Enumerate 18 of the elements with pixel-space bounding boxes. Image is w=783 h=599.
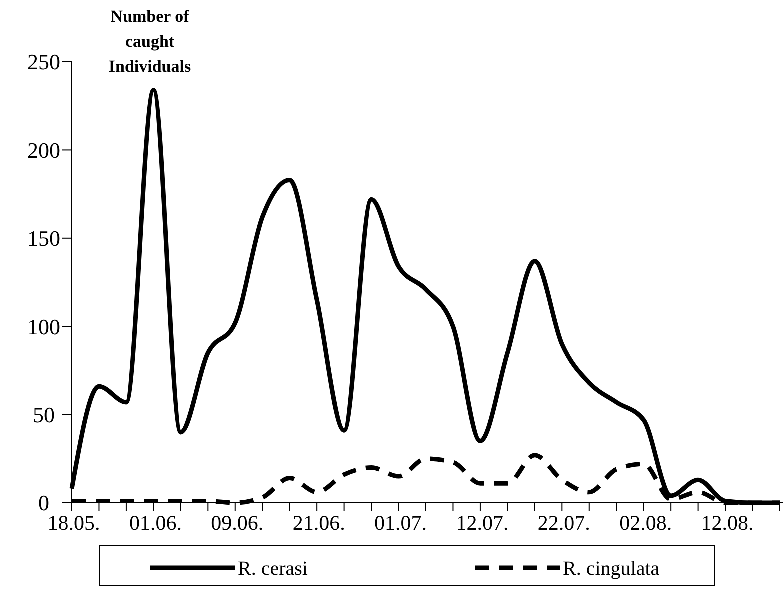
y-axis-title: Number of caught Individuals xyxy=(108,7,192,76)
y-tick-label: 0 xyxy=(38,490,50,516)
legend-label: R. cingulata xyxy=(563,558,660,580)
y-tick-label: 250 xyxy=(28,50,60,75)
y-tick-label: 100 xyxy=(28,314,60,340)
x-tick-label: 01.06. xyxy=(129,511,182,535)
y-tick-label: 200 xyxy=(28,138,60,163)
x-tick-label: 02.08. xyxy=(620,511,672,535)
legend-label: R. cerasi xyxy=(238,558,308,580)
x-tick-label: 12.07. xyxy=(456,511,509,535)
x-tick-label: 12.08. xyxy=(701,511,754,535)
y-tick-label: 150 xyxy=(28,226,60,252)
x-tick-label: 22.07. xyxy=(538,511,590,535)
x-tick-label: 01.07. xyxy=(374,511,428,535)
y-tick-label: 50 xyxy=(33,402,55,428)
x-tick-label: 18.05. xyxy=(48,511,100,535)
x-tick-label: 09.06. xyxy=(211,511,264,535)
x-tick-label: 21.06. xyxy=(292,511,346,535)
